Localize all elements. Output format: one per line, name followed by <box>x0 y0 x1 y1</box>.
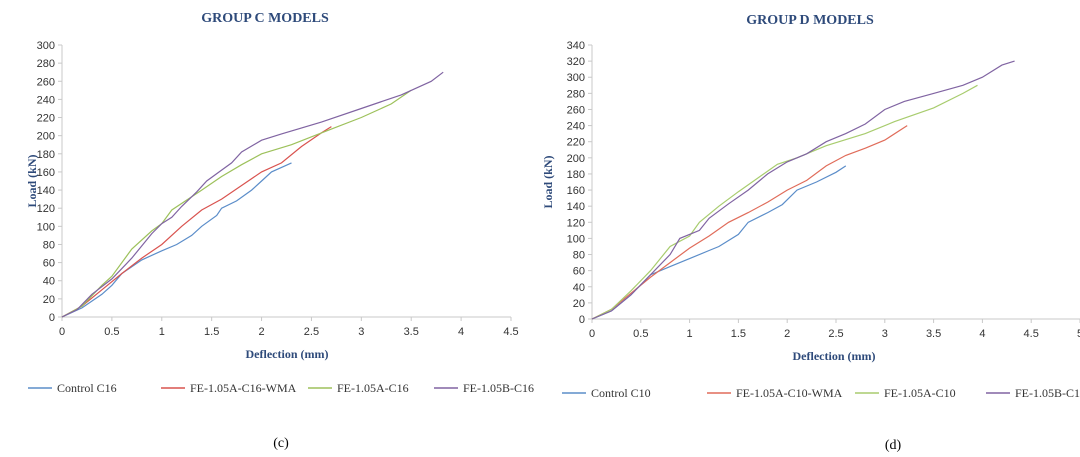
x-tick-label: 0 <box>589 328 595 340</box>
x-tick-label: 4 <box>979 328 985 340</box>
y-tick-label: 300 <box>37 40 55 52</box>
y-axis-title: Load (kN) <box>541 155 555 208</box>
x-tick-label: 1.5 <box>731 328 746 340</box>
y-tick-label: 80 <box>573 250 585 262</box>
y-tick-label: 20 <box>573 298 585 310</box>
x-tick-label: 3.5 <box>926 328 941 340</box>
chart-group-d: GROUP D MODELS02040608010012014016018020… <box>541 13 1080 453</box>
x-tick-label: 4 <box>458 326 464 338</box>
legend-item: FE-1.05A-C10 <box>855 386 956 400</box>
x-axis-title: Deflection (mm) <box>246 347 329 361</box>
legend-label: Control C16 <box>57 381 117 395</box>
series-line-fe-1-05a-c16 <box>61 89 412 318</box>
y-tick-label: 140 <box>37 185 55 197</box>
series-line-fe-1-05b-c10 <box>591 60 1015 320</box>
x-tick-label: 2 <box>258 326 264 338</box>
y-tick-label: 300 <box>567 72 585 84</box>
x-tick-label: 1.5 <box>204 326 219 338</box>
x-tick-label: 4.5 <box>503 326 518 338</box>
series-line-control-c16 <box>61 162 292 318</box>
y-tick-label: 20 <box>43 294 55 306</box>
figure-caption: (d) <box>885 438 902 453</box>
y-tick-label: 220 <box>37 113 55 125</box>
legend-label: FE-1.05A-C10 <box>884 386 956 400</box>
x-tick-label: 3 <box>358 326 364 338</box>
y-tick-label: 100 <box>37 221 55 233</box>
series-line-fe-1-05a-c10 <box>591 84 978 320</box>
y-tick-label: 260 <box>37 76 55 88</box>
y-tick-label: 0 <box>49 312 55 324</box>
y-tick-label: 220 <box>567 137 585 149</box>
y-tick-label: 180 <box>37 149 55 161</box>
chart-title: GROUP C MODELS <box>201 11 329 26</box>
legend-label: FE-1.05A-C10-WMA <box>736 386 843 400</box>
y-tick-label: 260 <box>567 104 585 116</box>
legend-item: Control C10 <box>562 386 651 400</box>
x-tick-label: 3.5 <box>404 326 419 338</box>
y-tick-label: 40 <box>573 282 585 294</box>
y-tick-label: 120 <box>567 217 585 229</box>
series-line-fe-1-05b-c16 <box>61 71 444 318</box>
y-tick-label: 340 <box>567 40 585 52</box>
x-tick-label: 1 <box>687 328 693 340</box>
series-line-fe-1-05a-c16-wma <box>61 126 332 318</box>
y-tick-label: 240 <box>37 94 55 106</box>
y-axis-title: Load (kN) <box>25 154 39 207</box>
legend-item: FE-1.05B-C10 <box>986 386 1080 400</box>
x-tick-label: 0.5 <box>633 328 648 340</box>
y-tick-label: 240 <box>567 121 585 133</box>
legend-label: FE-1.05A-C16-WMA <box>190 381 297 395</box>
y-tick-label: 140 <box>567 201 585 213</box>
y-tick-label: 120 <box>37 203 55 215</box>
y-tick-label: 160 <box>37 167 55 179</box>
legend-label: FE-1.05B-C16 <box>463 381 534 395</box>
legend-label: FE-1.05A-C16 <box>337 381 409 395</box>
legend-label: FE-1.05B-C10 <box>1015 386 1080 400</box>
x-tick-label: 4.5 <box>1024 328 1039 340</box>
legend-item: FE-1.05B-C16 <box>434 381 534 395</box>
y-tick-label: 160 <box>567 185 585 197</box>
x-tick-label: 0.5 <box>104 326 119 338</box>
y-tick-label: 320 <box>567 56 585 68</box>
x-tick-label: 2 <box>784 328 790 340</box>
x-tick-label: 3 <box>882 328 888 340</box>
chart-title: GROUP D MODELS <box>746 13 874 28</box>
y-tick-label: 280 <box>567 88 585 100</box>
legend-item: FE-1.05A-C10-WMA <box>707 386 843 400</box>
x-tick-label: 2.5 <box>304 326 319 338</box>
series-line-fe-1-05a-c10-wma <box>591 125 908 320</box>
x-tick-label: 2.5 <box>828 328 843 340</box>
y-tick-label: 60 <box>43 258 55 270</box>
y-tick-label: 180 <box>567 169 585 181</box>
y-tick-label: 40 <box>43 276 55 288</box>
legend-label: Control C10 <box>591 386 651 400</box>
y-tick-label: 80 <box>43 239 55 251</box>
y-tick-label: 200 <box>567 153 585 165</box>
x-axis-title: Deflection (mm) <box>793 349 876 363</box>
legend-item: Control C16 <box>28 381 117 395</box>
figure-caption: (c) <box>273 436 289 451</box>
y-tick-label: 200 <box>37 131 55 143</box>
legend-item: FE-1.05A-C16 <box>308 381 409 395</box>
x-tick-label: 0 <box>59 326 65 338</box>
y-tick-label: 280 <box>37 58 55 70</box>
chart-group-c: GROUP C MODELS02040608010012014016018020… <box>25 11 534 451</box>
y-tick-label: 100 <box>567 233 585 245</box>
y-tick-label: 60 <box>573 266 585 278</box>
y-tick-label: 0 <box>579 314 585 326</box>
x-tick-label: 5 <box>1077 328 1080 340</box>
x-tick-label: 1 <box>159 326 165 338</box>
legend-item: FE-1.05A-C16-WMA <box>161 381 297 395</box>
